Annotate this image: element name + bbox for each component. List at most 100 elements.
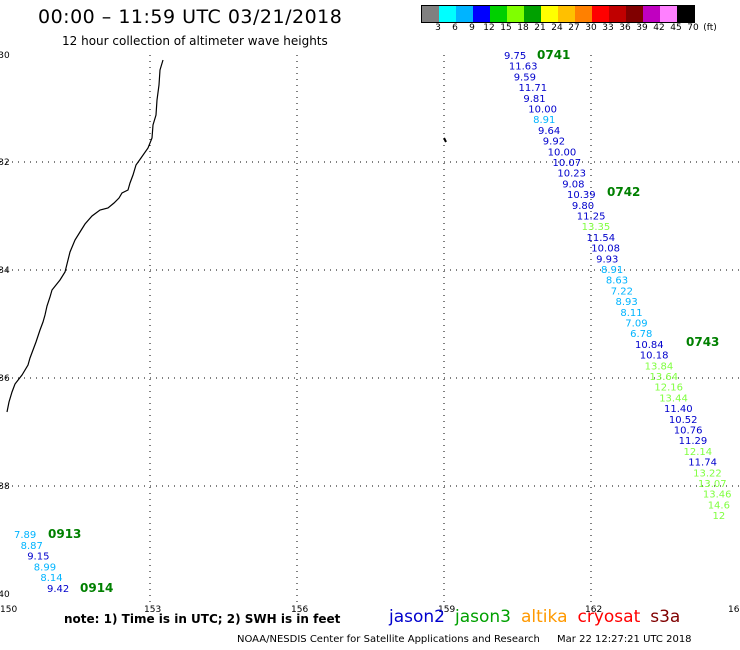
legend-swatch bbox=[541, 6, 558, 22]
footer-timestamp: Mar 22 12:27:21 UTC 2018 bbox=[557, 634, 692, 645]
legend-label: 12 bbox=[483, 23, 495, 33]
lon-tick-label: 159 bbox=[438, 605, 455, 615]
wave-height-value: 9.81 bbox=[523, 94, 545, 105]
legend-swatch bbox=[575, 6, 592, 22]
lat-tick-label: -34 bbox=[0, 266, 10, 276]
wave-height-value: 12.14 bbox=[684, 447, 713, 458]
lat-tick-label: -32 bbox=[0, 158, 10, 168]
wave-height-color-legend bbox=[421, 5, 695, 23]
lon-tick-label: 150 bbox=[0, 605, 17, 615]
legend-label: 18 bbox=[517, 23, 529, 33]
wave-height-value: 9.42 bbox=[47, 584, 69, 595]
satellite-name-altika: altika bbox=[521, 607, 568, 627]
lon-tick-label: 162 bbox=[585, 605, 602, 615]
satellite-name-jason3: jason3 bbox=[455, 607, 511, 627]
legend-swatch bbox=[422, 6, 439, 22]
track-time-label: 0743 bbox=[686, 335, 719, 349]
wave-height-value: 10.00 bbox=[528, 105, 557, 116]
wave-height-value: 13.07 bbox=[698, 479, 727, 490]
wave-height-value: 9.93 bbox=[596, 254, 618, 265]
legend-swatch bbox=[507, 6, 524, 22]
legend-swatch bbox=[456, 6, 473, 22]
wave-height-value: 6.78 bbox=[630, 329, 652, 340]
legend-swatch bbox=[609, 6, 626, 22]
map-title: 00:00 – 11:59 UTC 03/21/2018 bbox=[38, 6, 343, 28]
wave-height-value: 8.93 bbox=[616, 297, 638, 308]
wave-height-value: 9.64 bbox=[538, 126, 560, 137]
legend-label: 30 bbox=[585, 23, 597, 33]
wave-height-value: 9.75 bbox=[504, 51, 526, 62]
wave-height-value: 8.63 bbox=[606, 276, 628, 287]
wave-height-value: 12.16 bbox=[654, 383, 683, 394]
footer-credit: NOAA/NESDIS Center for Satellite Applica… bbox=[237, 634, 540, 645]
wave-height-value: 8.14 bbox=[40, 573, 62, 584]
legend-label: 24 bbox=[551, 23, 563, 33]
legend-swatch bbox=[439, 6, 456, 22]
wave-height-value: 10.76 bbox=[674, 426, 703, 437]
wave-height-value: 11.54 bbox=[587, 233, 616, 244]
legend-label: 39 bbox=[636, 23, 648, 33]
wave-height-value: 8.91 bbox=[601, 265, 623, 276]
wave-height-value: 7.89 bbox=[14, 530, 36, 541]
wave-height-value: 10.23 bbox=[557, 169, 586, 180]
track-time-label: 0741 bbox=[537, 48, 570, 62]
legend-swatch bbox=[473, 6, 490, 22]
legend-label: 36 bbox=[619, 23, 631, 33]
legend-label: 21 bbox=[534, 23, 546, 33]
legend-label: 6 bbox=[452, 23, 458, 33]
wave-height-value: 7.22 bbox=[611, 286, 633, 297]
wave-height-value: 9.59 bbox=[514, 72, 536, 83]
wave-height-value: 13.22 bbox=[693, 468, 722, 479]
lat-tick-label: -40 bbox=[0, 590, 10, 600]
legend-label: 70 bbox=[687, 23, 699, 33]
legend-swatch bbox=[592, 6, 609, 22]
satellite-name-jason2: jason2 bbox=[389, 607, 445, 627]
lon-tick-label: 153 bbox=[144, 605, 161, 615]
wave-height-value: 11.29 bbox=[679, 436, 708, 447]
footer: NOAA/NESDIS Center for Satellite Applica… bbox=[237, 634, 692, 645]
wave-height-observations: 9.7511.639.5911.719.8110.008.919.649.921… bbox=[14, 51, 732, 595]
legend-swatch bbox=[490, 6, 507, 22]
legend-label: 15 bbox=[500, 23, 512, 33]
wave-height-value: 13.64 bbox=[650, 372, 679, 383]
wave-height-value: 8.91 bbox=[533, 115, 555, 126]
wave-height-value: 10.07 bbox=[553, 158, 582, 169]
wave-height-value: 13.84 bbox=[645, 361, 674, 372]
track-time-labels: 0741 0742 0743 0913 0914 bbox=[48, 48, 719, 595]
units-note: note: 1) Time is in UTC; 2) SWH is in fe… bbox=[64, 612, 341, 626]
legend-label: 45 bbox=[670, 23, 682, 33]
wave-height-value: 8.99 bbox=[34, 562, 56, 573]
wave-height-value: 11.40 bbox=[664, 404, 693, 415]
satellite-name-s3a: s3a bbox=[650, 607, 681, 627]
wave-height-value: 7.09 bbox=[625, 319, 647, 330]
legend-swatch bbox=[626, 6, 643, 22]
wave-height-value: 11.71 bbox=[519, 83, 548, 94]
lon-tick-label: 165 bbox=[728, 605, 740, 615]
coastline bbox=[6, 59, 164, 413]
satellite-legend: jason2 jason3 altika cryosat s3a bbox=[389, 607, 690, 627]
wave-height-value: 8.11 bbox=[620, 308, 642, 319]
track-time-label: 0914 bbox=[80, 581, 113, 595]
legend-label: 9 bbox=[469, 23, 475, 33]
wave-height-value: 11.63 bbox=[509, 62, 538, 73]
track-time-label: 0742 bbox=[607, 185, 640, 199]
legend-label: 3 bbox=[435, 23, 441, 33]
wave-height-value: 10.39 bbox=[567, 190, 596, 201]
wave-height-value: 14.6 bbox=[708, 500, 730, 511]
wave-height-value: 13.35 bbox=[582, 222, 611, 233]
lat-tick-label: -36 bbox=[0, 374, 10, 384]
satellite-name-cryosat: cryosat bbox=[577, 607, 641, 627]
map-subtitle: 12 hour collection of altimeter wave hei… bbox=[62, 34, 328, 48]
legend-swatch bbox=[660, 6, 677, 22]
lat-tick-label: -30 bbox=[0, 51, 10, 61]
wave-height-value: 12 bbox=[713, 511, 726, 522]
wave-height-value: 13.44 bbox=[659, 393, 688, 404]
axis-tick-labels: 150 153 156 159 162 165 -30 -32 -34 -36 -38 -40 bbox=[0, 51, 740, 615]
wave-height-value: 8.87 bbox=[21, 541, 43, 552]
wave-height-value: 11.74 bbox=[688, 458, 717, 469]
track-time-label: 0913 bbox=[48, 527, 81, 541]
wave-height-value: 10.00 bbox=[548, 147, 577, 158]
wave-height-value: 9.80 bbox=[572, 201, 594, 212]
legend-label: 27 bbox=[568, 23, 580, 33]
legend-swatch bbox=[558, 6, 575, 22]
